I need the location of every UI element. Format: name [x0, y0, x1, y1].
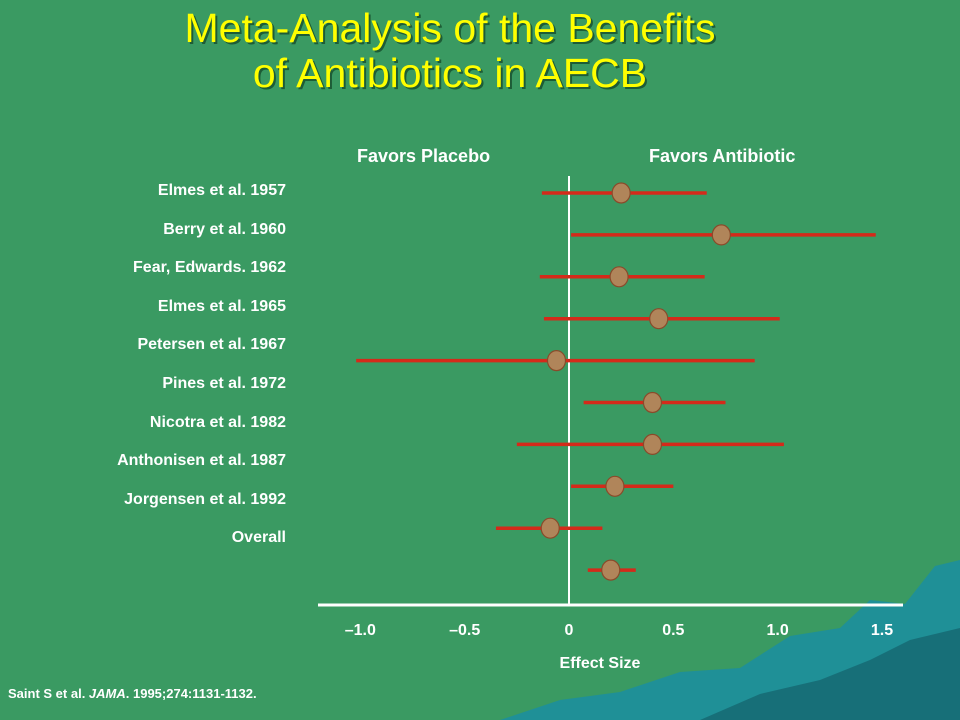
study-label: Overall	[231, 529, 286, 547]
citation-authors: Saint S et al.	[8, 686, 89, 701]
x-tick-label: 0.5	[662, 622, 684, 639]
mountain-shadow-decoration	[700, 628, 960, 720]
study-label: Berry et al. 1960	[163, 220, 286, 238]
point-estimate-marker	[601, 559, 621, 581]
point-estimate-marker	[540, 517, 560, 539]
study-label: Fear, Edwards. 1962	[133, 259, 286, 277]
study-label: Nicotra et al. 1982	[149, 413, 286, 431]
citation-journal: JAMA	[88, 686, 126, 701]
x-axis-title: Effect Size	[560, 655, 641, 672]
x-tick-label: –1.0	[345, 622, 376, 639]
citation: Saint S et al. JAMA. 1995;274:1131-1132.	[8, 686, 257, 701]
point-estimate-marker	[546, 350, 567, 372]
study-label: Elmes et al. 1957	[157, 182, 286, 199]
point-estimate-marker	[611, 182, 631, 204]
study-label: Elmes et al. 1965	[157, 297, 286, 315]
slide-title-line2: of Antibiotics in AECB	[252, 50, 648, 96]
point-estimate-marker	[642, 391, 663, 414]
x-tick-label: 1.5	[871, 622, 893, 639]
x-tick-label: 0	[565, 622, 574, 639]
x-tick-label: 1.0	[767, 622, 789, 639]
favors-placebo-label: Favors Placebo	[357, 146, 491, 166]
study-label: Pines et al. 1972	[162, 375, 286, 392]
slide-title: Meta-Analysis of the Benefits of Antibio…	[0, 6, 900, 96]
study-label: Anthonisen et al. 1987	[117, 452, 286, 470]
x-tick-label: –0.5	[449, 622, 480, 639]
slide-title-line1: Meta-Analysis of the Benefits	[184, 5, 716, 51]
point-estimate-marker	[605, 475, 625, 497]
favors-antibiotic-label: Favors Antibiotic	[649, 146, 796, 166]
study-label: Jorgensen et al. 1992	[124, 490, 286, 508]
study-label: Petersen et al. 1967	[137, 336, 286, 354]
citation-rest: . 1995;274:1131-1132.	[125, 686, 257, 701]
point-estimate-marker	[609, 266, 629, 288]
point-estimate-marker	[649, 308, 669, 330]
point-estimate-marker	[711, 224, 731, 246]
point-estimate-marker	[642, 433, 663, 455]
